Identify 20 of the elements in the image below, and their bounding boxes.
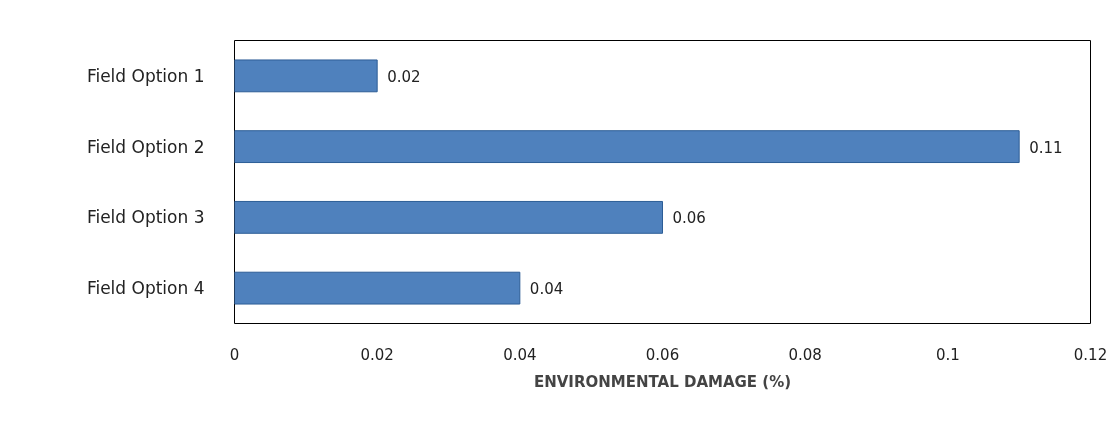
bar <box>234 59 378 93</box>
x-tick-label: 0.1 <box>935 345 960 364</box>
data-label: 0.11 <box>1029 138 1063 157</box>
y-tick-label: Field Option 2 <box>86 136 205 157</box>
bar <box>234 130 1020 164</box>
x-axis-title: ENVIRONMENTAL DAMAGE (%) <box>533 372 792 391</box>
y-tick-label: Field Option 1 <box>86 65 205 86</box>
bar <box>234 271 521 305</box>
data-label: 0.04 <box>529 280 564 299</box>
x-tick-label: 0.04 <box>503 345 537 364</box>
bar <box>234 200 663 234</box>
x-tick-label: 0.02 <box>360 345 394 364</box>
data-label: 0.06 <box>672 209 706 228</box>
x-tick-label: 0.08 <box>788 345 822 364</box>
x-tick-label: 0.06 <box>645 345 680 364</box>
x-tick-label: 0.12 <box>1073 345 1108 364</box>
y-tick-label: Field Option 4 <box>86 278 205 299</box>
data-label: 0.02 <box>387 67 421 86</box>
y-tick-label: Field Option 3 <box>86 207 205 228</box>
x-tick-label: 0 <box>229 345 240 364</box>
